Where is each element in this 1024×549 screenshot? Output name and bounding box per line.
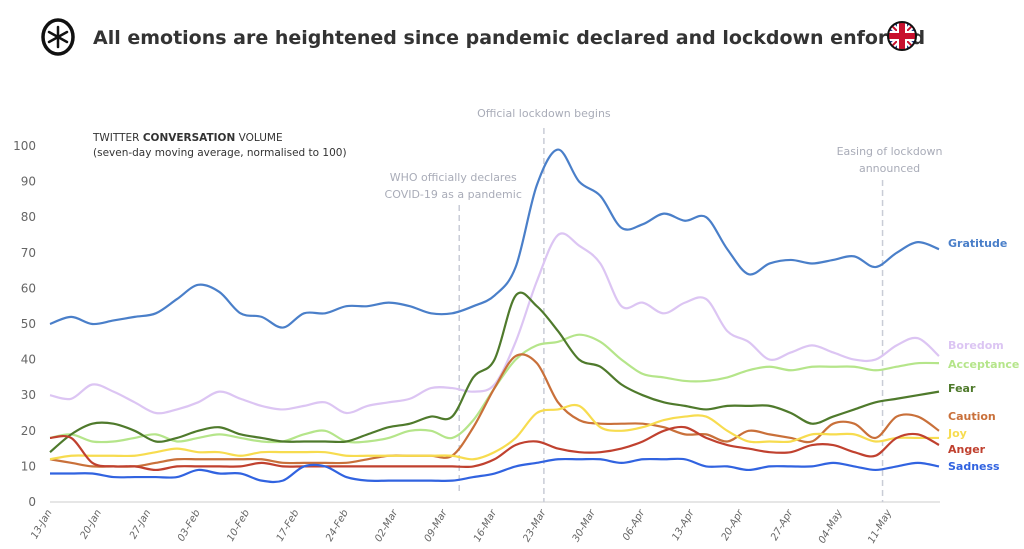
logo-icon (41, 18, 75, 56)
x-tick-label: 13-Jan (29, 508, 54, 541)
y-tick-label: 100 (13, 139, 36, 153)
y-tick-label: 80 (21, 210, 36, 224)
chart-note-sub: (seven-day moving average, normalised to… (93, 147, 347, 159)
x-tick-label: 03-Feb (176, 508, 203, 543)
series-label-caution: Caution (948, 410, 996, 423)
y-tick-label: 50 (21, 317, 36, 331)
y-tick-label: 30 (21, 388, 36, 402)
x-tick-label: 02-Mar (373, 507, 401, 544)
x-tick-label: 27-Jan (128, 508, 153, 541)
x-tick-label: 13-Apr (670, 507, 697, 542)
series-label-joy: Joy (947, 427, 967, 440)
annotation-text: COVID-19 as a pandemic (385, 188, 522, 201)
series-label-boredom: Boredom (948, 339, 1004, 352)
y-tick-label: 40 (21, 353, 36, 367)
series-line-fear (49, 291, 940, 454)
x-tick-label: 09-Mar (423, 507, 451, 544)
annotation-text: Official lockdown begins (477, 107, 611, 120)
annotation-text: announced (859, 162, 920, 175)
x-tick-label: 10-Feb (225, 508, 252, 543)
series-line-caution (49, 353, 940, 468)
series-line-sadness (50, 457, 940, 484)
x-tick-label: 20-Apr (720, 507, 747, 542)
y-tick-label: 0 (28, 495, 36, 509)
series-label-fear: Fear (948, 382, 976, 395)
x-tick-label: 23-Mar (521, 507, 549, 544)
series-line-joy (49, 403, 939, 461)
series-line-gratitude (49, 148, 940, 329)
annotation-text: Easing of lockdown (837, 145, 943, 158)
annotation-text: WHO officially declares (390, 171, 517, 184)
x-tick-label: 11-May (866, 507, 895, 545)
series-line-anger (49, 425, 940, 472)
x-tick-label: 17-Feb (275, 508, 302, 543)
x-tick-label: 06-Apr (621, 507, 648, 542)
y-tick-label: 20 (21, 424, 36, 438)
series-label-anger: Anger (948, 443, 986, 456)
y-tick-label: 70 (21, 246, 36, 260)
series-label-acceptance: Acceptance (948, 358, 1019, 371)
y-tick-label: 90 (21, 175, 36, 189)
x-tick-label: 04-May (817, 507, 846, 545)
x-tick-label: 27-Apr (769, 507, 796, 542)
chart-title: All emotions are heightened since pandem… (93, 27, 925, 49)
x-tick-label: 24-Feb (324, 508, 351, 543)
y-tick-label: 10 (21, 459, 36, 473)
x-tick-label: 16-Mar (472, 507, 500, 544)
chart-note: TWITTER CONVERSATION VOLUME (92, 132, 283, 144)
series-label-sadness: Sadness (948, 460, 1000, 473)
x-tick-label: 30-Mar (571, 507, 599, 544)
x-tick-label: 20-Jan (79, 508, 104, 541)
series-line-boredom (49, 232, 940, 415)
y-tick-label: 60 (21, 281, 36, 295)
series-label-gratitude: Gratitude (948, 237, 1007, 250)
